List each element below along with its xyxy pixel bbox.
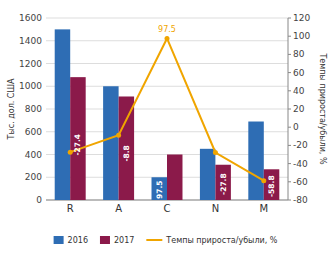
- x-tick-label: A: [115, 203, 122, 214]
- data-label: -58.8: [267, 175, 276, 197]
- y2-axis-title: Темпы прироста/убыли, %: [318, 52, 327, 164]
- y2-tick-label: 40: [293, 86, 305, 96]
- data-labels: -27.4 -8.8 97.5 -27.8 -58.8: [73, 134, 276, 199]
- legend-item: 2016: [54, 236, 88, 245]
- y2-tick-label: 80: [293, 49, 305, 59]
- bar: [167, 155, 182, 201]
- plot-area: [55, 29, 280, 200]
- bar: [248, 122, 263, 200]
- y-axis-title: Тыс. дол. США: [7, 78, 16, 140]
- y2-tick-label: 20: [293, 104, 305, 114]
- y-tick-label: 1000: [19, 81, 42, 91]
- legend-swatch: [146, 239, 162, 241]
- legend-item: Темпы прироста/убыли, %: [146, 236, 277, 245]
- annotation: 97.5: [158, 25, 176, 34]
- y-tick-label: 0: [36, 195, 42, 205]
- data-label: -27.8: [219, 173, 228, 195]
- bar: [264, 169, 279, 200]
- y2-tick-label: 60: [293, 68, 305, 78]
- bar: [200, 149, 215, 200]
- y2-tick-label: 120: [293, 13, 310, 23]
- x-tick-label: C: [164, 203, 171, 214]
- y-tick-label: 1600: [19, 13, 42, 23]
- y2-tick-label: -60: [293, 177, 308, 187]
- x-tick-label: R: [67, 203, 74, 214]
- data-label: -27.4: [73, 134, 82, 156]
- data-label: 97.5: [155, 181, 164, 200]
- y2-tick-label: 100: [293, 31, 310, 41]
- legend-label: 2016: [68, 236, 88, 245]
- data-label: -8.8: [122, 145, 131, 161]
- bar: [70, 77, 85, 200]
- legend-swatch: [100, 236, 110, 244]
- legend-swatch: [54, 236, 64, 244]
- bar: [119, 96, 134, 200]
- bar: [103, 86, 118, 200]
- x-tick-label: N: [212, 203, 219, 214]
- legend-item: 2017: [100, 236, 134, 245]
- x-tick-label: M: [259, 203, 268, 214]
- legend: 2016 2017 Темпы прироста/убыли, %: [54, 236, 278, 245]
- y2-tick-label: -80: [293, 195, 308, 205]
- y2-axis-line: [288, 18, 289, 200]
- line-marker: [213, 150, 218, 155]
- bar: [152, 177, 167, 200]
- legend-label: Темпы прироста/убыли, %: [165, 236, 277, 245]
- bar: [55, 29, 70, 200]
- y2-tick-label: -20: [293, 140, 308, 150]
- y2-tick-label: 0: [293, 122, 299, 132]
- line: [70, 38, 264, 180]
- grid-line: [46, 63, 288, 64]
- y-tick-label: 600: [25, 127, 42, 137]
- chart: 02004006008001000120014001600-80-60-40-2…: [0, 0, 331, 260]
- line-marker: [68, 150, 73, 155]
- y-tick-label: 400: [25, 150, 42, 160]
- y2-tick-label: -40: [293, 159, 308, 169]
- y-tick-label: 1400: [19, 36, 42, 46]
- line-marker: [116, 133, 121, 138]
- y-tick-label: 1200: [19, 59, 42, 69]
- grid-line: [46, 18, 288, 19]
- line-marker: [165, 36, 170, 41]
- bar: [215, 165, 230, 200]
- line-marker: [261, 178, 266, 183]
- legend-label: 2017: [114, 236, 134, 245]
- y-tick-label: 200: [25, 172, 42, 182]
- y-tick-label: 800: [25, 104, 42, 114]
